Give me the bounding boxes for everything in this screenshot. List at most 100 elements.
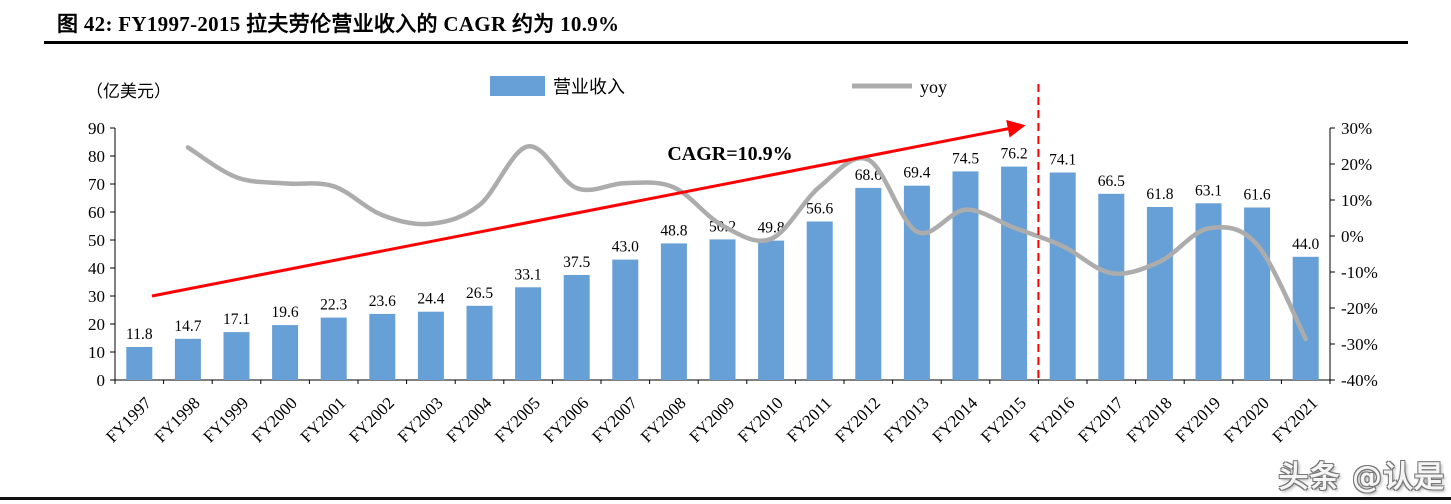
bar-value-label: 56.6 [806,201,833,218]
left-axis-tick-label: 30 [88,287,105,306]
watermark: 头条 @认是 [1278,460,1445,495]
bar-value-label: 68.6 [855,167,882,184]
right-axis-tick-label: -10% [1341,263,1378,282]
right-axis-tick-label: -20% [1341,299,1378,318]
bar-value-label: 17.1 [223,311,250,328]
right-axis-tick-label: -40% [1341,371,1378,390]
revenue-bar [223,332,250,380]
page-bottom-rule [0,497,1451,500]
right-axis-tick-label: 0% [1341,227,1364,246]
x-axis-label: FY2001 [297,393,350,446]
x-axis-label: FY2015 [977,393,1030,446]
bar-value-label: 76.2 [1001,146,1028,163]
x-axis-label: FY2003 [394,393,447,446]
bar-value-label: 63.1 [1195,182,1222,199]
x-axis-label: FY2000 [248,393,301,446]
left-axis-tick-label: 60 [88,203,105,222]
x-axis-label: FY2019 [1171,393,1224,446]
revenue-bar [320,317,347,380]
bar-value-label: 66.5 [1098,173,1125,190]
x-axis-label: FY2004 [442,393,495,446]
left-axis-tick-label: 90 [88,119,105,138]
revenue-bar [855,187,882,380]
x-axis-label: FY1997 [102,393,155,446]
revenue-bar [612,259,639,380]
bar-value-label: 48.8 [660,222,687,239]
bar-value-label: 24.4 [417,291,444,308]
x-axis-label: FY2021 [1269,393,1322,446]
bar-value-label: 69.4 [903,165,930,182]
left-axis-tick-label: 40 [88,259,105,278]
cagr-annotation-label: CAGR=10.9% [667,143,792,165]
revenue-bar [515,287,542,380]
bar-value-label: 37.5 [563,254,590,271]
bar-value-label: 11.8 [126,326,153,343]
bar-value-label: 19.6 [272,304,299,321]
x-axis-label: FY1998 [151,393,204,446]
revenue-bar [806,221,833,380]
revenue-bar [903,185,930,380]
legend-label-yoy: yoy [920,77,947,97]
right-axis-tick-label: 10% [1341,191,1372,210]
x-axis-label: FY1999 [199,393,252,446]
x-axis-label: FY2018 [1123,393,1176,446]
revenue-bar [272,325,299,380]
bar-value-label: 43.0 [612,239,639,256]
legend-label-revenue: 营业收入 [553,77,625,97]
bar-value-label: 33.1 [515,266,542,283]
x-axis-label: FY2013 [880,393,933,446]
legend-bar-swatch [490,76,545,96]
right-axis-tick-label: -30% [1341,335,1378,354]
bar-value-label: 23.6 [369,293,396,310]
revenue-bar [709,239,736,380]
x-axis-label: FY2006 [540,393,593,446]
x-axis-label: FY2009 [685,393,738,446]
revenue-bar [758,240,785,380]
x-axis-label: FY2007 [588,393,641,446]
x-axis-label: FY2016 [1026,393,1079,446]
revenue-bar [1049,172,1076,380]
revenue-bar [563,275,590,380]
left-axis-tick-label: 0 [97,371,106,390]
bar-value-label: 74.5 [952,150,979,167]
x-axis-label: FY2010 [734,393,787,446]
x-axis-label: FY2002 [345,393,398,446]
bar-value-label: 74.1 [1049,152,1076,169]
revenue-bar [466,305,493,380]
left-axis-unit-label: （亿美元） [86,82,171,101]
bar-value-label: 14.7 [174,318,201,335]
x-axis-label: FY2014 [928,393,981,446]
right-axis-tick-label: 20% [1341,155,1372,174]
cagr-trend-arrow [151,119,1026,298]
x-axis-label: FY2017 [1074,393,1127,446]
revenue-bar [174,338,201,380]
bar-value-label: 22.3 [320,297,347,314]
bar-value-label: 61.8 [1146,186,1173,203]
revenue-bar [417,311,444,380]
figure-title: 图 42: FY1997-2015 拉夫劳伦营业收入的 CAGR 约为 10.9… [57,12,620,36]
left-axis-tick-label: 50 [88,231,105,250]
yoy-line [185,144,1308,342]
x-axis-label: FY2020 [1220,393,1273,446]
revenue-bar [1098,193,1125,380]
x-axis-label: FY2008 [637,393,690,446]
x-axis-label: FY2005 [491,393,544,446]
bar-value-label: 61.6 [1244,187,1271,204]
revenue-bar [1146,207,1173,380]
title-divider-rule [44,41,1408,44]
x-axis-label: FY2011 [783,393,835,445]
bar-value-label: 26.5 [466,285,493,302]
left-axis-tick-label: 70 [88,175,105,194]
x-axis-label: FY2012 [831,393,884,446]
revenue-bar [952,171,979,380]
bar-value-label: 44.0 [1292,236,1319,253]
revenue-bar [1001,166,1028,380]
revenue-bar [369,313,396,380]
right-axis-tick-label: 30% [1341,119,1372,138]
left-axis-tick-label: 80 [88,147,105,166]
revenue-bar [660,243,687,380]
left-axis-tick-label: 20 [88,315,105,334]
left-axis-tick-label: 10 [88,343,105,362]
revenue-bar [126,347,153,380]
